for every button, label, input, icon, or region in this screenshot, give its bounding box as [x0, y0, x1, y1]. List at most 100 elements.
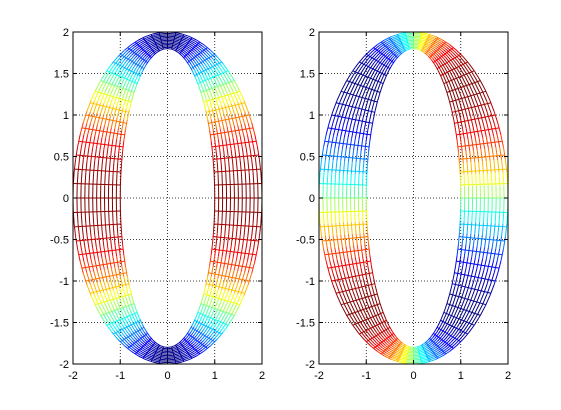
mesh-ring-line [353, 138, 356, 151]
mesh-ring-line [237, 125, 241, 137]
mesh-ring-line [235, 161, 238, 174]
mesh-ring-line [495, 147, 499, 160]
mesh-ring-line [480, 114, 485, 126]
mesh-ring-line [433, 38, 441, 44]
mesh-ring-line [160, 361, 168, 364]
mesh-ring-line [181, 55, 186, 61]
mesh-ring-line [111, 311, 117, 321]
mesh-ring-line [96, 293, 103, 305]
mesh-ring-line [116, 288, 121, 299]
mesh-ring-line [486, 271, 492, 284]
mesh-ring-line [121, 266, 125, 277]
mesh-ring-line [462, 331, 470, 340]
mesh-ring-line [347, 258, 351, 270]
mesh-ring-line [82, 236, 86, 249]
y-tick-label: 2 [63, 27, 69, 39]
mesh-ring-line [334, 135, 338, 149]
mesh-ring-line [472, 150, 476, 162]
mesh-ring-line [418, 351, 425, 355]
mesh-ring-line [476, 103, 482, 115]
mesh-ring-line [247, 248, 251, 261]
mesh-ring-line [437, 335, 443, 342]
mesh-ring-line [111, 75, 117, 85]
mesh-ring-line [214, 288, 219, 299]
mesh-ring-line [421, 47, 427, 51]
mesh-ring-line [128, 91, 132, 101]
mesh-ring-line [221, 209, 223, 222]
mesh-ring-line [460, 266, 464, 278]
mesh-ring-line [90, 148, 94, 161]
mesh-ring-line [122, 244, 125, 256]
mesh-ring-line [140, 38, 148, 44]
mesh-ring-line [366, 221, 369, 233]
mesh-ring-line [147, 54, 153, 60]
mesh-ring-line [479, 102, 485, 114]
mesh-ring-line [153, 33, 161, 36]
mesh-ring-line [236, 137, 240, 149]
mesh-ring-line [204, 53, 212, 61]
mesh-ring-line [240, 271, 246, 284]
mesh-ring-line [134, 348, 142, 354]
mesh-ring-line [214, 140, 217, 152]
mesh-ring-line [479, 282, 485, 294]
mesh-ring-line [413, 360, 421, 362]
mesh-ring-line [347, 234, 351, 247]
mesh-ring-line [131, 294, 135, 304]
mesh-ring-line [188, 57, 193, 63]
mesh-ring-line [142, 325, 147, 332]
mesh-ring-line [483, 173, 485, 186]
mesh-ring-line [220, 64, 227, 74]
mesh-ring-line [359, 57, 367, 66]
mesh-ring-line [142, 333, 147, 339]
mesh-ring-line [140, 47, 146, 53]
mesh-ring-line [213, 319, 220, 329]
mesh-ring-line [447, 73, 453, 82]
mesh-ring-line [202, 324, 208, 332]
mesh-ring-line [103, 246, 107, 258]
mesh-ring-line [427, 46, 434, 52]
mesh-ring-line [201, 333, 207, 341]
mesh-ring-line [323, 249, 327, 262]
mesh-ring-line [443, 49, 450, 56]
mesh-ring-line [406, 358, 414, 361]
mesh-ring-line [397, 50, 402, 55]
mesh-ring-line [372, 45, 380, 52]
mesh-ring-line [472, 292, 478, 303]
mesh-ring-line [116, 58, 123, 67]
mesh-ring-line [98, 81, 104, 92]
mesh-ring-line [460, 97, 465, 108]
mesh-ring-line [90, 124, 95, 137]
mesh-ring-line [239, 247, 243, 260]
mesh-ring-line [458, 329, 465, 338]
mesh-ring-line [150, 49, 155, 54]
mesh-ring-line [362, 58, 369, 67]
mesh-ring-line [189, 355, 197, 360]
mesh-ring-line [123, 316, 129, 325]
mesh-ring-line [374, 82, 379, 91]
mesh-ring-line [160, 360, 168, 362]
mesh-ring-line [494, 172, 497, 186]
mesh-ring-line [107, 268, 111, 280]
mesh-ring-line [390, 339, 396, 345]
mesh-ring-line [132, 349, 140, 355]
mesh-ring-line [340, 125, 344, 137]
mesh-ring-line [235, 222, 238, 235]
mesh-ring-line [108, 221, 111, 234]
mesh-ring-line [454, 99, 459, 109]
mesh-ring-line [214, 97, 219, 108]
mesh-ring-line [148, 37, 155, 42]
mesh-ring-line [478, 91, 485, 103]
mesh-ring-line [195, 50, 202, 57]
mesh-ring-line [152, 361, 161, 364]
mesh-ring-line [419, 354, 426, 358]
mesh-ring-line [174, 50, 179, 54]
mesh-ring-line [457, 232, 460, 245]
mesh-ring-line [172, 40, 179, 43]
mesh-ring-line [77, 134, 81, 147]
mesh-ring-line [104, 173, 106, 186]
mesh-ring-line [395, 352, 402, 356]
mesh-ring-line [417, 45, 423, 49]
mesh-ring-line [175, 47, 181, 51]
mesh-ring-line [144, 339, 150, 345]
mesh-ring-line [145, 330, 150, 337]
